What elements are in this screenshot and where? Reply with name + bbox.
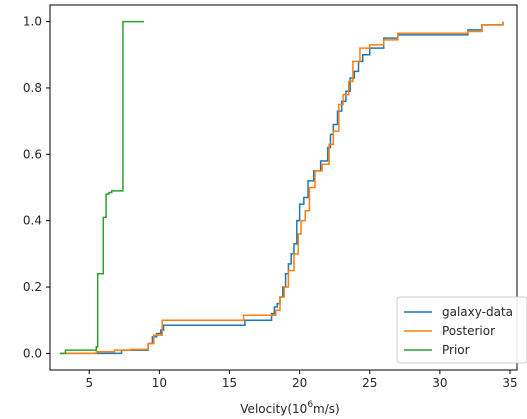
x-tick-label: 25 — [362, 376, 377, 390]
series-line-prior — [59, 20, 144, 355]
x-tick-label: 5 — [85, 376, 93, 390]
x-axis-ticks: 5 10 15 20 25 30 35 — [85, 370, 518, 390]
plot-frame — [49, 4, 518, 371]
legend-label-prior: Prior — [442, 343, 470, 357]
x-tick-label: 20 — [292, 376, 307, 390]
plot-area — [49, 4, 518, 371]
x-tick-label: 15 — [222, 376, 237, 390]
x-tick-label: 30 — [432, 376, 447, 390]
x-axis-label: Velocity(106m/s) — [240, 400, 339, 416]
y-tick-label: 0.8 — [23, 81, 42, 95]
legend-label-posterior: Posterior — [442, 324, 495, 338]
series-line-posterior — [59, 21, 504, 355]
x-tick-label: 35 — [502, 376, 517, 390]
series-layer — [59, 20, 504, 355]
y-tick-label: 0.0 — [23, 346, 42, 360]
x-tick-label: 10 — [152, 376, 167, 390]
legend: galaxy-data Posterior Prior — [396, 296, 527, 364]
x-axis-label-prefix: Velocity(10 — [240, 402, 307, 416]
x-axis-label-exponent: 6 — [307, 400, 313, 410]
y-tick-label: 0.2 — [23, 280, 42, 294]
legend-label-galaxy-data: galaxy-data — [442, 305, 513, 319]
x-axis-label-suffix: m/s) — [313, 402, 340, 416]
y-axis-ticks: 0.0 0.2 0.4 0.6 0.8 1.0 — [23, 15, 50, 360]
legend-box — [396, 296, 527, 364]
y-tick-label: 1.0 — [23, 15, 42, 29]
y-tick-label: 0.4 — [23, 214, 42, 228]
y-tick-label: 0.6 — [23, 147, 42, 161]
series-line-galaxy-data — [61, 21, 504, 355]
